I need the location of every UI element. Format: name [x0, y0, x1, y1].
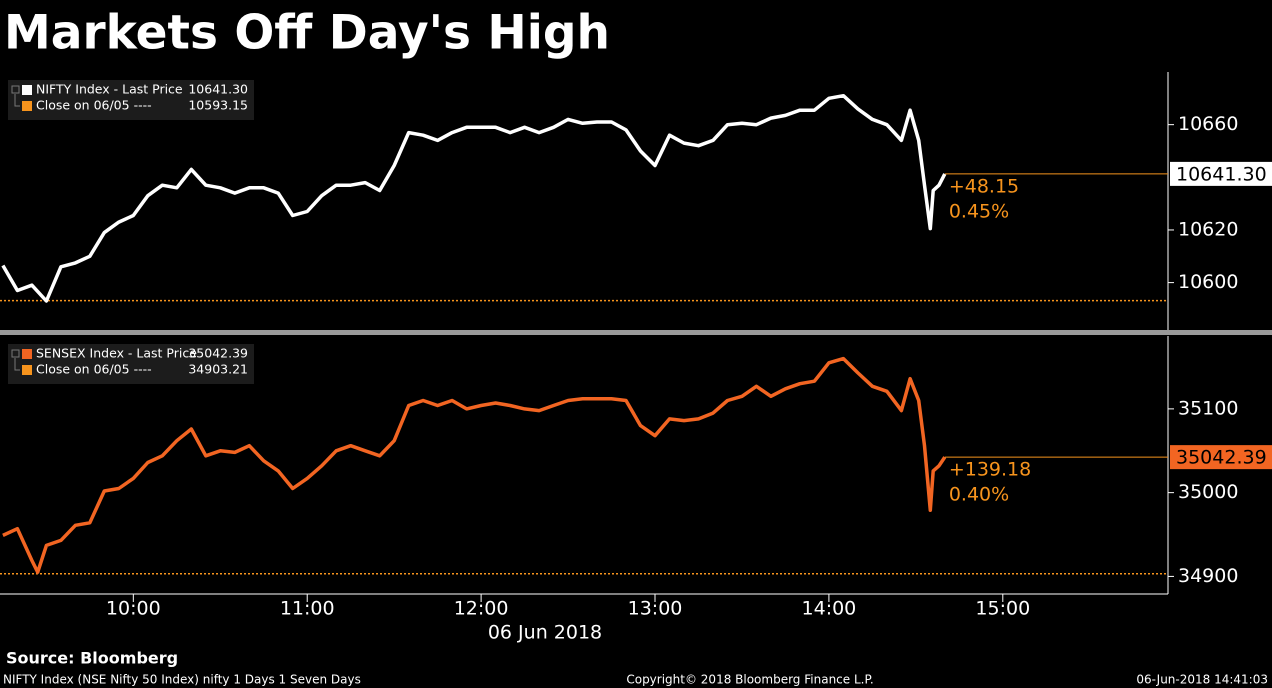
- change-pct-label: 0.40%: [949, 484, 1009, 506]
- legend-toggle: [11, 349, 20, 358]
- series-line: [1, 93, 947, 303]
- legend-connector: [14, 358, 20, 371]
- x-tick-label: 15:00: [975, 598, 1030, 620]
- y-tick-label: 10600: [1178, 271, 1238, 293]
- legend-swatch: [22, 85, 32, 95]
- y-tick-label: 34900: [1178, 565, 1238, 587]
- panel-separator: [0, 330, 1272, 335]
- y-tick-label: 35100: [1178, 397, 1238, 419]
- legend-label: Close on 06/05 ----: [36, 362, 152, 377]
- legend-label: Close on 06/05 ----: [36, 98, 152, 113]
- last-price-box: [1170, 445, 1272, 470]
- legend-swatch: [22, 101, 32, 111]
- change-label: +48.15: [949, 175, 1019, 197]
- x-tick-label: 10:00: [106, 598, 161, 620]
- x-tick-label: 12:00: [454, 598, 509, 620]
- last-price-box: [1170, 161, 1272, 186]
- y-tick-label: 10660: [1178, 113, 1238, 135]
- footer-left: NIFTY Index (NSE Nifty 50 Index) nifty 1…: [3, 673, 361, 687]
- legend-swatch: [22, 365, 32, 375]
- y-tick-label: 10620: [1178, 218, 1238, 240]
- x-tick-label: 11:00: [280, 598, 335, 620]
- change-label: +139.18: [949, 459, 1031, 481]
- x-axis-label: 06 Jun 2018: [488, 622, 602, 644]
- y-tick-label: 35000: [1178, 481, 1238, 503]
- legend-label: NIFTY Index - Last Price: [36, 82, 183, 97]
- footer-right: 06-Jun-2018 14:41:03: [1136, 673, 1268, 687]
- x-tick-label: 13:00: [628, 598, 683, 620]
- legend-box: [8, 344, 254, 384]
- chart-title: Markets Off Day's High: [4, 6, 610, 61]
- legend-value: 10641.30: [188, 82, 248, 97]
- legend-box: [8, 80, 254, 120]
- footer-center: Copyright© 2018 Bloomberg Finance L.P.: [626, 673, 873, 687]
- legend-label: SENSEX Index - Last Price: [36, 346, 197, 361]
- series-line: [2, 356, 947, 574]
- x-tick-label: 14:00: [802, 598, 857, 620]
- legend-value: 34903.21: [188, 362, 248, 377]
- legend-value: 35042.39: [188, 346, 248, 361]
- last-price-label: 35042.39: [1176, 447, 1267, 469]
- source: Source: Bloomberg: [6, 649, 178, 668]
- last-price-label: 10641.30: [1176, 163, 1267, 185]
- legend-toggle: [11, 85, 20, 94]
- change-pct-label: 0.45%: [949, 200, 1009, 222]
- legend-connector: [14, 94, 20, 107]
- legend-value: 10593.15: [188, 98, 248, 113]
- legend-swatch: [22, 349, 32, 359]
